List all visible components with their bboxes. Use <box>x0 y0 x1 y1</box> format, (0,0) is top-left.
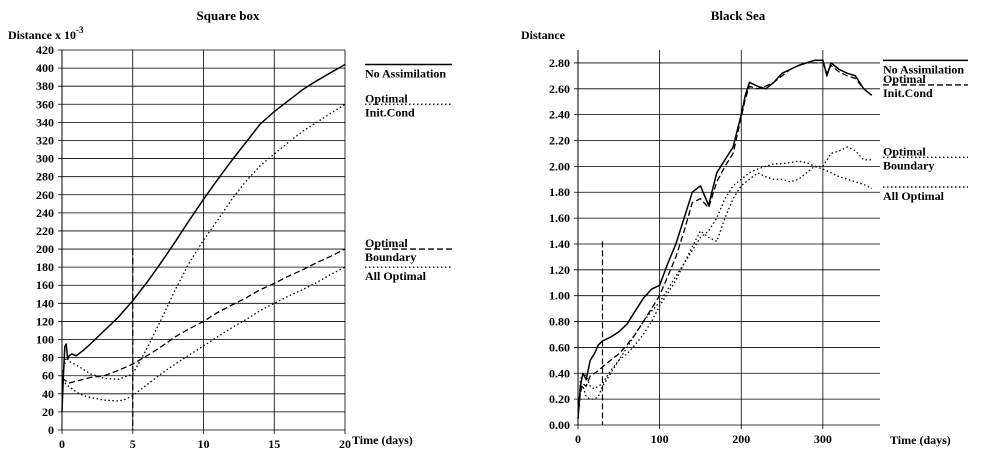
y-tick-label: 340 <box>36 115 54 129</box>
y-tick-label: 120 <box>36 314 54 328</box>
chart-title: Square box <box>197 8 260 23</box>
x-tick-label: 0 <box>575 432 581 446</box>
series-line-no-assimilation <box>577 59 873 419</box>
y-tick-label: 220 <box>36 224 54 238</box>
legend-label: Optimal <box>883 72 926 86</box>
y-tick-label: 2.00 <box>549 159 570 173</box>
series-line-optimal-init-cond <box>577 62 873 419</box>
chart-square-box: Square box Distance x 10-3 0204060801001… <box>8 8 452 451</box>
legend-label: Boundary <box>883 158 934 172</box>
y-tick-label: 420 <box>36 43 54 57</box>
legend-label: No Assimilation <box>365 66 446 80</box>
y-tick-label: 2.80 <box>549 56 570 70</box>
y-tick-label: 1.00 <box>549 289 570 303</box>
y-tick-label: 160 <box>36 278 54 292</box>
y-tick-label: 360 <box>36 97 54 111</box>
y-tick-label: 100 <box>36 333 54 347</box>
y-axis-label: Distance x 10-3 <box>8 25 84 42</box>
y-tick-label: 300 <box>36 152 54 166</box>
chart-black-sea: Black Sea Distance 0.00 0.20 0.40 0.60 0.80 1… <box>521 8 968 447</box>
x-tick-label: 5 <box>130 437 136 451</box>
x-axis-label: Time (days) <box>890 433 951 447</box>
grid <box>58 49 346 434</box>
series-line-no-assimilation <box>61 63 346 412</box>
y-tick-label: 1.80 <box>549 185 570 199</box>
x-axis-label: Time (days) <box>352 433 413 447</box>
chart-title: Black Sea <box>711 8 766 23</box>
x-tick-label: 300 <box>814 432 832 446</box>
y-tick-label: 400 <box>36 61 54 75</box>
tick-labels: 0.00 0.20 0.40 0.60 0.80 1.00 1.20 1.40 1.60 1.80… <box>549 56 832 446</box>
x-tick-label: 200 <box>732 432 750 446</box>
series-line-all-optimal <box>577 165 873 419</box>
y-tick-label: 2.60 <box>549 82 570 96</box>
y-tick-label: 320 <box>36 133 54 147</box>
x-tick-label: 100 <box>651 432 669 446</box>
y-tick-label: 0.60 <box>549 340 570 354</box>
x-tick-label: 10 <box>198 437 210 451</box>
legend-label: All Optimal <box>365 269 427 283</box>
y-tick-label: 1.40 <box>549 237 570 251</box>
y-tick-label: 140 <box>36 296 54 310</box>
legend-label: All Optimal <box>883 189 945 203</box>
legend-label: Init.Cond <box>883 86 933 100</box>
y-tick-label: 1.60 <box>549 211 570 225</box>
y-tick-label: 2.20 <box>549 134 570 148</box>
y-tick-label: 80 <box>42 351 54 365</box>
y-axis-label: Distance <box>521 28 566 42</box>
y-tick-label: 1.20 <box>549 263 570 277</box>
series-line-optimal-boundary <box>577 146 872 419</box>
y-tick-label: 200 <box>36 242 54 256</box>
series-lines <box>61 63 346 430</box>
y-tick-label: 0 <box>48 423 54 437</box>
legend: No AssimilationOptimalInit.CondOptimalBo… <box>365 63 452 283</box>
series-lines <box>577 59 873 425</box>
legend: No AssimilationOptimalInit.CondOptimalBo… <box>883 59 968 203</box>
x-tick-label: 0 <box>59 437 65 451</box>
y-tick-label: 0.00 <box>549 418 570 432</box>
y-tick-label: 0.80 <box>549 315 570 329</box>
y-tick-label: 240 <box>36 206 54 220</box>
y-tick-label: 380 <box>36 79 54 93</box>
tick-labels: 0204060801001201401601802002202402602803… <box>36 43 351 451</box>
y-tick-label: 0.20 <box>549 392 570 406</box>
grid <box>574 50 880 429</box>
y-tick-label: 0.40 <box>549 366 570 380</box>
legend-label: Optimal <box>883 144 926 158</box>
y-tick-label: 60 <box>42 369 54 383</box>
y-tick-label: 260 <box>36 188 54 202</box>
legend-label: Boundary <box>365 250 416 264</box>
y-tick-label: 2.40 <box>549 108 570 122</box>
legend-label: Init.Cond <box>365 105 415 119</box>
y-tick-label: 40 <box>42 387 54 401</box>
legend-label: Optimal <box>365 236 408 250</box>
legend-label: No Assimilation <box>883 62 964 76</box>
x-tick-label: 15 <box>268 437 280 451</box>
legend-label: Optimal <box>365 91 408 105</box>
y-tick-label: 20 <box>42 405 54 419</box>
series-line-optimal-init-cond <box>61 103 346 380</box>
x-tick-label: 20 <box>339 437 351 451</box>
y-tick-label: 180 <box>36 260 54 274</box>
y-tick-label: 280 <box>36 170 54 184</box>
